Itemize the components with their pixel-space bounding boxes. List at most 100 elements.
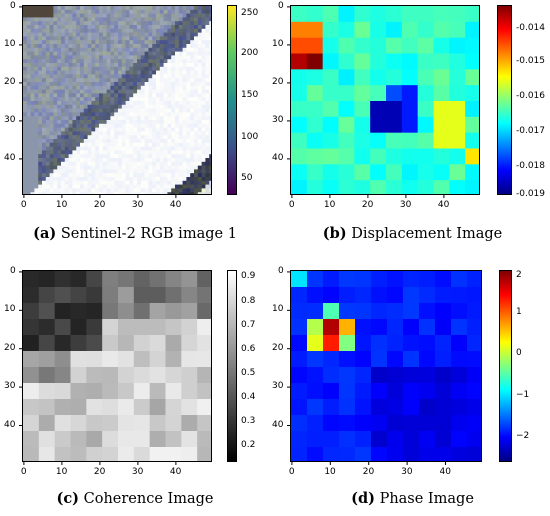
heatmap-cell — [197, 9, 203, 15]
heatmap-cell — [181, 319, 198, 336]
heatmap-cell — [371, 319, 388, 336]
heatmap-cell — [30, 82, 35, 87]
heatmap-cell — [167, 158, 172, 163]
heatmap-cell — [178, 104, 184, 110]
heatmap-cell — [106, 78, 111, 83]
heatmap-cell — [140, 28, 146, 34]
heatmap-cell — [205, 82, 210, 87]
heatmap-cell — [26, 55, 32, 60]
heatmap-cell — [129, 78, 134, 83]
heatmap-cell — [197, 135, 203, 140]
heatmap-cell — [76, 123, 81, 129]
heatmap-cell — [167, 161, 172, 167]
heatmap-cell — [26, 146, 32, 151]
heatmap-cell — [23, 116, 28, 121]
heatmap-cell — [306, 53, 324, 70]
heatmap-cell — [26, 47, 32, 53]
heatmap-cell — [182, 112, 187, 117]
heatmap-cell — [72, 85, 77, 91]
heatmap-cell — [83, 150, 89, 155]
heatmap-cell — [87, 17, 92, 22]
heatmap-cell — [61, 74, 66, 79]
heatmap-cell — [201, 25, 206, 30]
heatmap-cell — [38, 131, 43, 136]
heatmap-cell — [209, 40, 211, 45]
heatmap-cell — [133, 142, 138, 148]
heatmap-cell — [401, 21, 419, 39]
heatmap-cell — [64, 188, 70, 193]
heatmap-cell — [23, 271, 40, 288]
heatmap-cell — [159, 127, 165, 132]
heatmap-cell — [205, 28, 210, 34]
heatmap-cell — [467, 431, 481, 448]
heatmap-cell — [61, 142, 66, 148]
heatmap-cell — [178, 123, 184, 129]
heatmap-cell — [80, 36, 85, 41]
heatmap-cell — [197, 319, 211, 336]
heatmap-cell — [42, 51, 47, 56]
heatmap-cell — [118, 28, 123, 34]
heatmap-cell — [144, 51, 149, 56]
heatmap-cell — [106, 139, 111, 144]
heatmap-cell — [182, 123, 187, 129]
heatmap-cell — [449, 148, 466, 165]
heatmap-cell — [419, 319, 436, 336]
heatmap-cell — [194, 139, 199, 144]
heatmap-cell — [30, 63, 35, 68]
heatmap-cell — [152, 101, 157, 106]
heatmap-cell — [80, 78, 85, 83]
heatmap-cell — [417, 116, 435, 134]
heatmap-cell — [121, 66, 127, 72]
heatmap-cell — [83, 93, 89, 98]
heatmap-cell — [118, 78, 123, 83]
heatmap-cell — [26, 180, 32, 186]
heatmap-cell — [110, 51, 115, 56]
heatmap-cell — [87, 55, 92, 60]
heatmap-cell — [38, 123, 43, 129]
heatmap-cell — [61, 55, 66, 60]
heatmap-cell — [338, 132, 355, 150]
heatmap-cell — [163, 150, 168, 155]
heatmap-cell — [178, 169, 184, 174]
heatmap-cell — [129, 192, 134, 194]
heatmap-cell — [178, 142, 184, 148]
heatmap-cell — [167, 6, 172, 11]
colorbar-tick-label: 1 — [516, 307, 522, 318]
heatmap-cell — [95, 17, 100, 22]
heatmap-cell — [72, 131, 77, 136]
heatmap-cell — [209, 104, 211, 110]
heatmap-cell — [182, 51, 187, 56]
heatmap-cell — [137, 165, 142, 170]
heatmap-cell — [45, 40, 51, 45]
heatmap-cell — [417, 6, 435, 23]
heatmap-cell — [197, 116, 203, 121]
heatmap-cell — [49, 131, 54, 136]
heatmap-cell — [87, 51, 92, 56]
heatmap-cell — [114, 40, 119, 45]
colorbar-tick-label: 250 — [241, 7, 259, 18]
heatmap-cell — [306, 164, 324, 181]
heatmap-cell — [45, 154, 51, 159]
heatmap-cell — [118, 158, 123, 163]
x-tick-label: 40 — [169, 200, 182, 210]
heatmap-cell — [197, 177, 203, 182]
heatmap-cell — [209, 82, 211, 87]
heatmap-cell — [95, 127, 100, 132]
heatmap-cell — [110, 184, 115, 189]
heatmap-cell — [171, 17, 176, 22]
heatmap-cell — [118, 97, 123, 102]
heatmap-cell — [91, 36, 96, 41]
heatmap-cell — [76, 13, 81, 18]
heatmap-cell — [68, 44, 73, 49]
heatmap-cell — [140, 51, 146, 56]
heatmap-cell — [451, 431, 468, 448]
heatmap-cell — [42, 63, 47, 68]
heatmap-cell — [181, 447, 198, 461]
heatmap-cell — [137, 135, 142, 140]
heatmap-cell — [178, 85, 184, 91]
heatmap-cell — [354, 69, 371, 86]
heatmap-cell — [201, 51, 206, 56]
heatmap-cell — [118, 17, 123, 22]
heatmap-cell — [76, 139, 81, 144]
heatmap-cell — [76, 59, 81, 64]
